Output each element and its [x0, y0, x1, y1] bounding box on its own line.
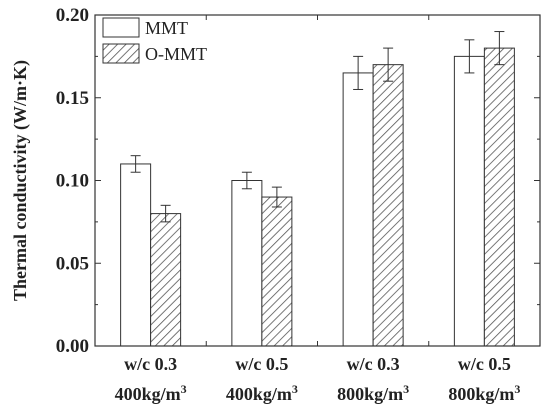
legend-label-o-mmt: O-MMT [145, 44, 207, 64]
plot-area [120, 31, 515, 347]
bar-o-mmt-1 [150, 213, 182, 347]
bar-mmt-2 [231, 180, 263, 347]
error-bar-o-mmt-2 [271, 186, 282, 208]
x-tick-label-superscript: 3 [181, 382, 187, 396]
bar-mmt-3 [342, 72, 374, 347]
x-tick-label-line2: 400kg/m3 [115, 382, 187, 404]
x-tick-label-line2: 400kg/m3 [226, 382, 298, 404]
x-tick-label-unit: 800kg/m [448, 384, 514, 404]
x-tick-label-superscript: 3 [292, 382, 298, 396]
x-tick-label-unit: 400kg/m [226, 384, 292, 404]
x-tick-label-unit: 400kg/m [115, 384, 181, 404]
legend: MMT O-MMT [102, 17, 207, 64]
x-tick-label-line1: w/c 0.3 [124, 354, 177, 374]
error-bar-mmt-3 [353, 55, 364, 90]
legend-item-mmt: MMT [102, 17, 188, 38]
bar-o-mmt-4 [483, 47, 515, 347]
x-tick-label-line2: 800kg/m3 [337, 382, 409, 404]
error-bar-mmt-1 [130, 155, 141, 173]
bar-mmt-1 [120, 163, 152, 347]
x-tick-label-superscript: 3 [514, 382, 520, 396]
legend-swatch-o-mmt [102, 43, 140, 64]
y-tick-label: 0.05 [56, 253, 89, 274]
error-bar-mmt-2 [241, 171, 252, 190]
legend-item-o-mmt: O-MMT [102, 43, 207, 64]
bar-o-mmt-3 [372, 64, 404, 347]
x-tick-label-line2: 800kg/m3 [448, 382, 520, 404]
legend-swatch-mmt [102, 17, 140, 38]
error-bar-mmt-4 [464, 39, 475, 74]
x-tick-label-unit: 800kg/m [337, 384, 403, 404]
error-bar-o-mmt-4 [494, 31, 505, 66]
bar-mmt-4 [453, 55, 485, 347]
bar-o-mmt-2 [261, 196, 293, 347]
error-bar-o-mmt-3 [383, 47, 394, 82]
error-bar-o-mmt-1 [160, 204, 171, 223]
legend-label-mmt: MMT [145, 18, 188, 38]
x-tick-label-superscript: 3 [403, 382, 409, 396]
y-axis-label: Thermal conductivity (W/m·K) [10, 60, 31, 301]
y-tick-label: 0.15 [56, 88, 89, 109]
y-tick-label: 0.10 [56, 171, 89, 192]
x-tick-label-line1: w/c 0.5 [458, 354, 511, 374]
x-tick-label-line1: w/c 0.3 [347, 354, 400, 374]
y-tick-label: 0.00 [56, 336, 89, 357]
x-tick-label-line1: w/c 0.5 [235, 354, 288, 374]
y-tick-label: 0.20 [56, 5, 89, 26]
